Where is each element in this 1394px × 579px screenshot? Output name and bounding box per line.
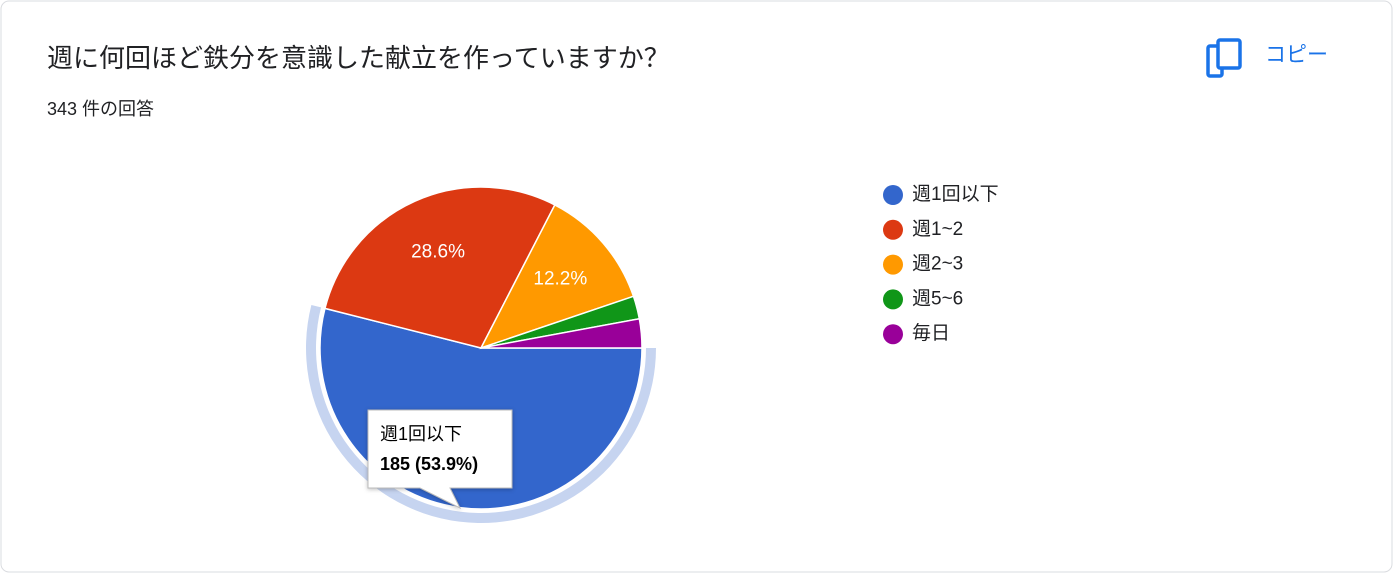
legend-label: 週2~3: [912, 253, 963, 275]
legend-swatch: [883, 324, 903, 345]
copy-icon: [1216, 38, 1242, 70]
legend-label: 毎日: [912, 322, 950, 344]
subtitle: 343 件の回答: [47, 99, 154, 119]
legend-label: 週1~2: [912, 218, 963, 240]
pie-slice: [479, 203, 635, 350]
pie-slice: [480, 317, 643, 349]
tooltip-box: [367, 409, 513, 510]
legend-swatch: [883, 289, 903, 310]
legend-swatch: [883, 185, 903, 205]
chart-title: 週に何回ほど鉄分を意識した献立を作っていますか？: [47, 43, 670, 73]
pie-slice: [324, 186, 556, 349]
copy-label: コピー: [1265, 44, 1328, 67]
copy-button[interactable]: コピー: [1206, 38, 1328, 78]
tooltip-value: 185 (53.9%): [380, 454, 478, 474]
legend-swatch: [883, 254, 903, 275]
slice-label: 12.2%: [533, 269, 587, 290]
slice-label: 28.6%: [411, 242, 465, 263]
legend-swatch: [883, 219, 903, 240]
legend-label: 週1回以下: [912, 183, 999, 205]
legend-label: 週5~6: [912, 287, 963, 309]
tooltip-title: 週1回以下: [380, 424, 462, 444]
tooltip: 週1回以下 185 (53.9%): [367, 409, 513, 510]
